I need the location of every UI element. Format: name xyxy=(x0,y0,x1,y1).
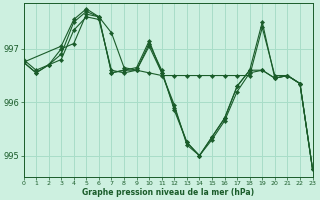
X-axis label: Graphe pression niveau de la mer (hPa): Graphe pression niveau de la mer (hPa) xyxy=(82,188,254,197)
